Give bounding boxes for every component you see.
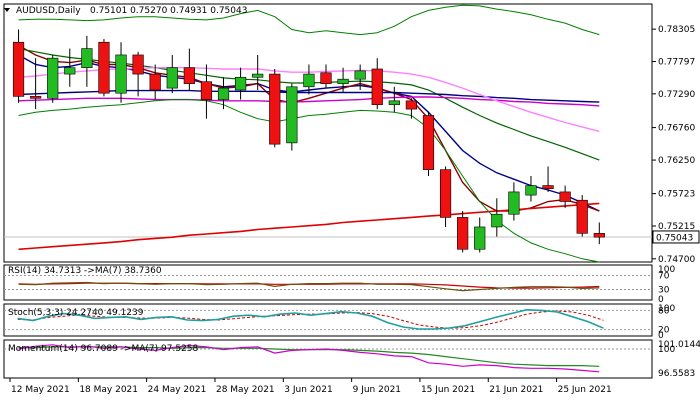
rsi-tick-label: 30 [658, 286, 670, 296]
bear-candle [542, 185, 554, 190]
stoch-tick-label: 20 [658, 326, 670, 336]
bear-candle [576, 199, 588, 234]
bull-candle [217, 87, 230, 100]
momentum-tick-label: 101.0144 [658, 340, 700, 350]
bear-candle [371, 68, 383, 105]
momentum-line-1 [18, 344, 600, 373]
ohlc-values: 0.75101 0.75270 0.74931 0.75043 [90, 6, 247, 16]
bull-candle [388, 100, 400, 105]
bear-candle [30, 96, 42, 99]
overlay-line-8 [18, 99, 600, 263]
bull-candle [337, 78, 349, 84]
collapse-triangle-icon[interactable] [4, 8, 10, 12]
date-tick-label: 12 May 2021 [11, 385, 70, 395]
bear-candle [320, 72, 332, 84]
axis-labels: 0.78305 0.77797 0.77290 0.76760 0.76250 0.757… [9, 25, 700, 395]
bull-candle [303, 73, 315, 88]
price-tick-label: 0.75215 [658, 222, 695, 232]
date-tick-label: 15 Jun 2021 [421, 385, 475, 395]
price-tick-label: 0.74700 [658, 255, 695, 265]
date-tick-label: 21 Jun 2021 [489, 385, 543, 395]
date-tick-label: 3 Jun 2021 [284, 385, 332, 395]
bear-candle [149, 73, 161, 91]
date-tick-label: 24 May 2021 [148, 385, 207, 395]
date-tick-label: 25 Jun 2021 [558, 385, 612, 395]
bull-candle [166, 67, 178, 89]
grid-lines [4, 236, 652, 350]
bear-candle [200, 81, 213, 100]
bull-candle [252, 73, 264, 78]
chart-frame [3, 3, 653, 379]
chart-title: AUDUSD,Daily [16, 6, 81, 16]
bear-candle [439, 169, 452, 218]
rsi-label: RSI(14) 34.7313 ->MA(7) 38.7360 [8, 266, 162, 276]
bear-candle [183, 67, 195, 84]
rsi-tick-label: 70 [658, 272, 670, 282]
bull-candle [234, 76, 247, 91]
bull-candle [47, 57, 59, 99]
stoch-line-0 [17, 310, 604, 329]
rsi-tick-label: 100 [658, 265, 675, 275]
bull-candle [64, 67, 76, 75]
panel-border-0 [3, 3, 653, 263]
stoch-tick-label: 100 [658, 304, 675, 314]
price-tick-label: 0.75723 [658, 190, 695, 200]
overlay-line-7 [18, 4, 600, 36]
momentum-tick-label: 96.5583 [658, 369, 695, 379]
overlay-line-3 [18, 96, 600, 107]
panel-border-2 [3, 303, 653, 337]
price-tick-label: 0.78305 [658, 25, 695, 35]
date-tick-label: 18 May 2021 [79, 385, 138, 395]
stoch-line-1 [17, 308, 604, 330]
panel-border-3 [3, 339, 653, 379]
price-tick-label: 0.76760 [658, 124, 695, 134]
bear-candle [12, 41, 25, 97]
bear-candle [269, 73, 281, 145]
bull-candle [508, 191, 520, 215]
indicator-panels [17, 281, 604, 373]
price-tick-label: 0.77797 [658, 58, 695, 68]
candlesticks [12, 29, 605, 253]
bear-candle [98, 41, 110, 94]
rsi-line-1 [18, 281, 600, 292]
bear-candle [593, 233, 605, 238]
bear-candle [132, 54, 144, 75]
bull-candle [115, 54, 127, 94]
stoch-tick-label: 80 [658, 306, 670, 316]
bull-candle [286, 86, 298, 144]
bull-candle [81, 48, 93, 69]
stoch-label: Stoch(5,3,3) 24.2740 49.1239 [8, 308, 144, 318]
panel-border-1 [3, 264, 653, 301]
last-price-label: 0.75043 [656, 233, 693, 243]
bull-candle [525, 185, 537, 196]
bull-candle [354, 70, 366, 80]
last-price-box [652, 230, 700, 244]
bear-candle [559, 191, 571, 202]
stoch-tick-label: 0 [658, 331, 664, 341]
date-tick-label: 9 Jun 2021 [353, 385, 401, 395]
date-tick-label: 28 May 2021 [216, 385, 275, 395]
bear-candle [457, 217, 469, 250]
bull-candle [474, 226, 486, 250]
price-tick-label: 0.76250 [658, 156, 695, 166]
bear-candle [405, 100, 418, 110]
momentum-tick-label: 100 [658, 345, 675, 355]
overlay-line-6 [18, 202, 600, 251]
price-tick-label: 0.77290 [658, 90, 695, 100]
bear-candle [422, 115, 435, 170]
momentum-label: Momentum(14) 96.7089 ->MA(7) 97.5258 [8, 344, 199, 354]
bull-candle [491, 213, 503, 228]
rsi-tick-label: 0 [658, 295, 664, 305]
